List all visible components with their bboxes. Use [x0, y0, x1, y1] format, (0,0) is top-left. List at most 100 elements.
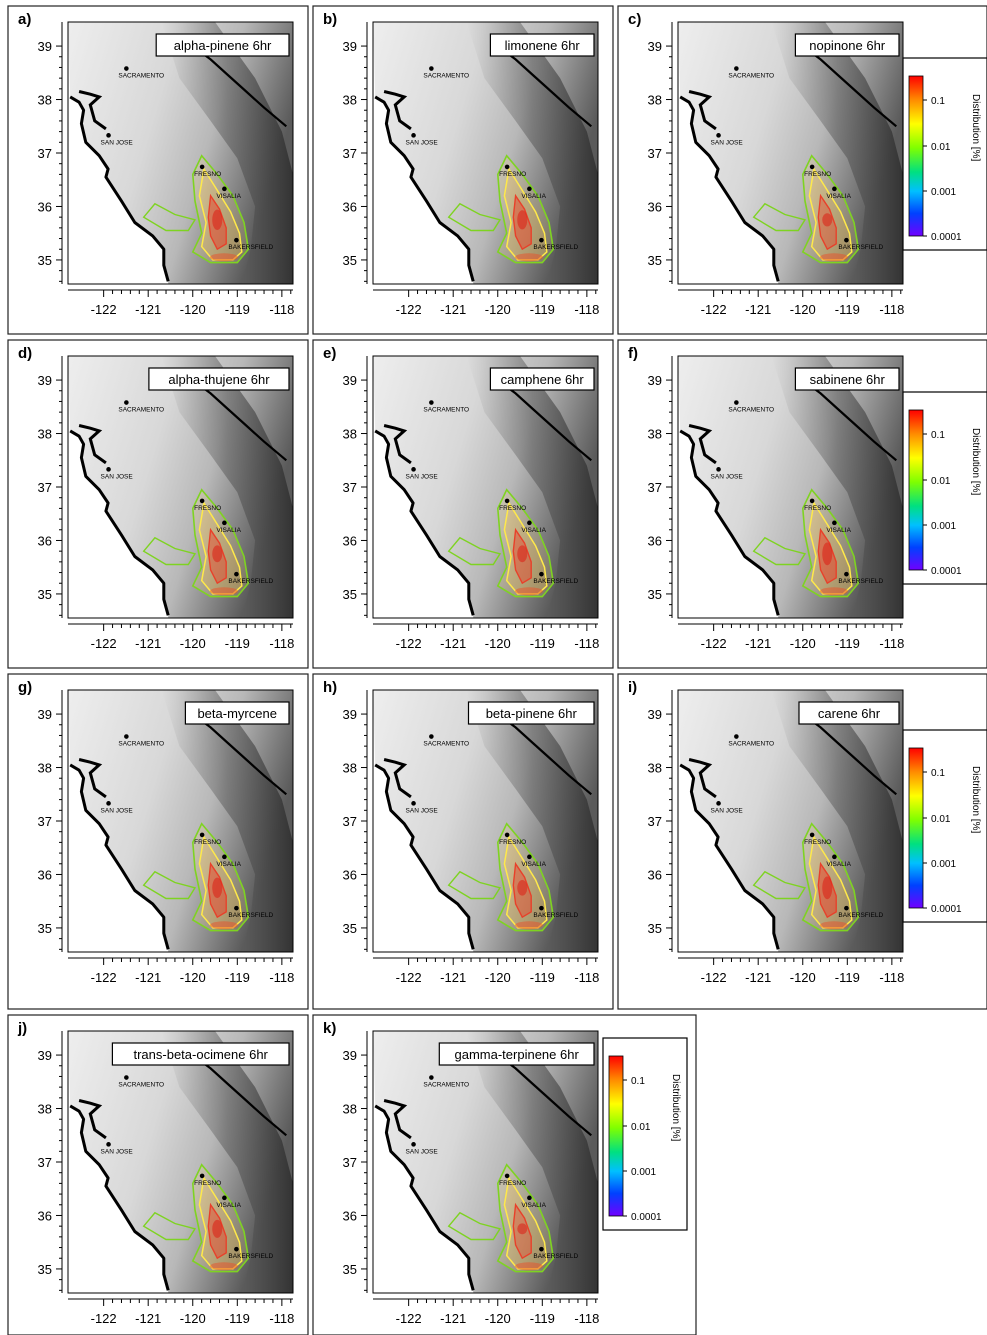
y-tick-label: 37: [343, 480, 357, 495]
y-tick-label: 36: [648, 867, 662, 882]
map-area: SACRAMENTO SAN JOSE FRESNO VISALIA BAKERSFIE…: [38, 1030, 294, 1326]
y-tick-label: 35: [648, 587, 662, 602]
city-label: SACRAMENTO: [728, 407, 774, 414]
city-label: SACRAMENTO: [118, 407, 164, 414]
y-tick-label: 35: [38, 921, 52, 936]
sierra-relief: [466, 690, 598, 952]
city-marker: [106, 467, 111, 472]
map-area: SACRAMENTO SAN JOSE FRESNO VISALIA BAKERSFIE…: [648, 355, 904, 651]
species-title-box: [184, 701, 290, 725]
species-title: trans-beta-ocimene 6hr: [133, 1047, 268, 1062]
city-marker: [734, 734, 739, 739]
color-legend: 0.1 0.01 0.001 0.0001 Distribution [%]: [902, 391, 987, 585]
bay-shoreline: [383, 90, 412, 131]
city-marker: [411, 801, 416, 806]
city-marker: [832, 854, 837, 860]
city-label: FRESNO: [804, 171, 831, 178]
city-marker: [429, 734, 434, 739]
city-label: SAN JOSE: [711, 473, 744, 480]
x-tick-label: -118: [574, 302, 599, 317]
city-label: FRESNO: [804, 505, 831, 512]
x-tick-label: -121: [135, 1311, 161, 1326]
map-area: SACRAMENTO SAN JOSE FRESNO VISALIA BAKERSFIE…: [38, 21, 294, 317]
color-legend: 0.1 0.01 0.001 0.0001 Distribution [%]: [902, 729, 987, 923]
state-border: [802, 713, 898, 796]
city-marker: [844, 905, 849, 911]
coastline: [69, 95, 170, 282]
city-label: VISALIA: [216, 861, 241, 868]
y-tick-label: 38: [343, 93, 357, 108]
x-tick-label: -120: [180, 970, 206, 985]
y-tick-label: 36: [343, 199, 357, 214]
y-tick-label: 38: [648, 761, 662, 776]
coastline: [679, 429, 780, 616]
y-tick-label: 37: [648, 480, 662, 495]
x-tick-label: -118: [269, 302, 294, 317]
city-label: BAKERSFIELD: [228, 1253, 273, 1260]
plume-south: [209, 921, 238, 930]
y-tick-label: 39: [38, 39, 52, 54]
city-marker: [504, 498, 510, 504]
city-marker: [429, 66, 434, 71]
plume-south: [514, 1262, 543, 1271]
plume-contour-outer: [801, 154, 860, 264]
map-panel: j) SACRAMENTO SAN JOSE FRESNO VISALIA BAKERSF…: [7, 1014, 309, 1335]
plume-peak: [212, 209, 223, 231]
plume-south: [209, 253, 238, 262]
plume-contour-outer: [496, 1163, 555, 1273]
bay-shoreline: [78, 90, 107, 131]
map-panel: g) SACRAMENTO SAN JOSE FRESNO VISALIA BAKERSF…: [7, 673, 309, 1010]
city-label: BAKERSFIELD: [838, 912, 883, 919]
city-marker: [504, 164, 510, 170]
city-label: VISALIA: [521, 527, 546, 534]
city-label: SAN JOSE: [101, 473, 134, 480]
city-label: VISALIA: [216, 193, 241, 200]
plume-peak: [517, 880, 528, 896]
species-title-box: [148, 367, 290, 391]
species-title-box: [467, 701, 595, 725]
y-tick-label: 39: [648, 707, 662, 722]
map-border: [67, 355, 294, 619]
panel-letter: f): [628, 345, 638, 362]
state-border: [802, 379, 898, 462]
city-label: SAN JOSE: [406, 1148, 439, 1155]
map-panel: f) SACRAMENTO SAN JOSE FRESNO VISALIA BAKERSF…: [617, 339, 987, 669]
plume-contour-west: [752, 536, 807, 566]
y-tick-label: 39: [38, 1048, 52, 1063]
x-tick-label: -118: [574, 636, 599, 651]
legends-layer: 0.1 0.01 0.001 0.0001 Distribution [%] 0.1 0.0…: [602, 57, 987, 1231]
city-marker: [527, 854, 532, 860]
city-label: SACRAMENTO: [423, 73, 469, 80]
city-marker: [411, 1142, 416, 1147]
sierra-relief: [771, 690, 903, 952]
city-label: SACRAMENTO: [118, 1082, 164, 1089]
species-title: beta-pinene 6hr: [486, 706, 578, 721]
x-tick-label: -118: [879, 970, 904, 985]
city-marker: [222, 520, 227, 526]
y-tick-label: 38: [648, 427, 662, 442]
plume-south: [514, 587, 543, 596]
x-tick-label: -122: [91, 636, 117, 651]
x-tick-label: -120: [485, 302, 511, 317]
y-tick-label: 36: [648, 199, 662, 214]
sierra-relief: [771, 356, 903, 618]
city-label: SACRAMENTO: [118, 741, 164, 748]
city-label: VISALIA: [521, 861, 546, 868]
x-tick-label: -119: [530, 302, 555, 317]
map-area: SACRAMENTO SAN JOSE FRESNO VISALIA BAKERSFIE…: [38, 355, 294, 651]
city-label: FRESNO: [194, 1180, 221, 1187]
city-marker: [716, 467, 721, 472]
city-marker: [844, 571, 849, 577]
species-title-box: [489, 367, 595, 391]
map-area: SACRAMENTO SAN JOSE FRESNO VISALIA BAKERSFIE…: [648, 689, 904, 985]
city-label: FRESNO: [194, 171, 221, 178]
species-title: carene 6hr: [818, 706, 881, 721]
city-marker: [106, 133, 111, 138]
city-label: SACRAMENTO: [118, 73, 164, 80]
y-tick-label: 39: [343, 39, 357, 54]
x-tick-label: -118: [879, 636, 904, 651]
city-marker: [832, 186, 837, 192]
map-panel: d) SACRAMENTO SAN JOSE FRESNO VISALIA BAKERSF…: [7, 339, 309, 669]
coastline: [374, 95, 475, 282]
city-label: VISALIA: [521, 1202, 546, 1209]
